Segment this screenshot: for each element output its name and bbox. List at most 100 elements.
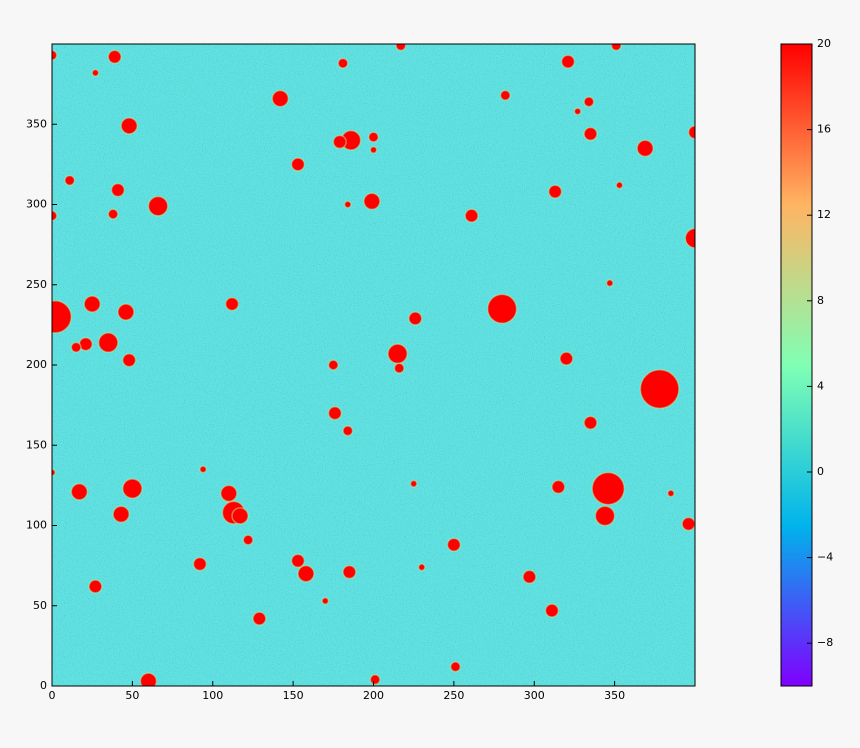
source	[220, 484, 238, 503]
colorbar-tick-label: −8	[817, 636, 833, 649]
source	[605, 279, 614, 288]
y-tick-label: 100	[26, 519, 47, 532]
source	[110, 182, 126, 198]
source	[112, 505, 130, 524]
source	[446, 537, 462, 552]
source	[583, 96, 595, 108]
image-area	[52, 44, 695, 686]
colorbar-tick-label: 8	[817, 294, 824, 307]
source	[297, 564, 315, 583]
x-tick-label: 0	[49, 689, 56, 702]
source	[395, 44, 407, 52]
colorbar-tick-label: 16	[817, 123, 831, 136]
source	[369, 674, 381, 686]
source	[70, 341, 82, 353]
source	[409, 479, 418, 488]
source	[342, 564, 357, 580]
source	[91, 68, 100, 77]
source	[615, 181, 624, 190]
x-tick-label: 250	[443, 689, 464, 702]
source	[387, 343, 409, 365]
source	[393, 362, 405, 374]
colorbar-tick-label: 0	[817, 465, 824, 478]
source	[687, 125, 695, 140]
source	[327, 405, 343, 421]
x-tick-label: 100	[202, 689, 223, 702]
source	[363, 192, 381, 211]
source	[486, 293, 518, 325]
source	[121, 478, 143, 499]
source	[449, 661, 462, 673]
source	[560, 54, 576, 69]
y-tick-label: 50	[33, 599, 47, 612]
sources	[52, 44, 695, 686]
source	[417, 563, 426, 572]
y-tick-label: 250	[26, 278, 47, 291]
source	[343, 200, 352, 209]
source	[70, 483, 89, 501]
source	[610, 44, 622, 52]
y-tick-label: 0	[40, 679, 47, 692]
source	[342, 425, 354, 437]
source	[594, 505, 616, 527]
colorbar-tick-label: 12	[817, 208, 831, 221]
source	[636, 139, 654, 158]
source	[408, 311, 423, 326]
source	[97, 332, 119, 353]
source	[681, 516, 695, 532]
source	[199, 465, 208, 474]
source	[666, 489, 675, 498]
source	[573, 107, 582, 116]
colorbar-tick-label: −4	[817, 551, 833, 564]
source	[464, 208, 479, 223]
colorbar	[780, 43, 813, 687]
y-tick-label: 350	[26, 117, 47, 130]
source	[369, 145, 378, 154]
source	[559, 351, 574, 366]
source	[583, 415, 598, 430]
source	[327, 359, 339, 371]
source	[121, 353, 137, 368]
source	[52, 300, 73, 334]
source	[252, 611, 267, 626]
x-tick-label: 300	[524, 689, 545, 702]
source	[52, 210, 58, 222]
source	[639, 369, 680, 410]
x-tick-label: 50	[125, 689, 139, 702]
source	[192, 556, 208, 572]
source	[551, 479, 566, 495]
source	[591, 471, 626, 506]
source	[332, 134, 347, 150]
source	[107, 49, 122, 65]
source	[499, 89, 511, 101]
source	[147, 195, 169, 217]
source	[290, 157, 306, 172]
source	[107, 208, 119, 220]
source	[224, 296, 240, 312]
x-tick-label: 150	[283, 689, 304, 702]
source	[52, 468, 56, 477]
source	[120, 117, 138, 135]
source	[547, 184, 563, 199]
source	[231, 507, 249, 525]
source	[271, 89, 290, 108]
source	[290, 553, 306, 568]
source	[52, 49, 58, 61]
source	[83, 295, 101, 313]
y-tick-label: 300	[26, 198, 47, 211]
source	[337, 57, 349, 69]
y-tick-label: 200	[26, 358, 47, 371]
source	[242, 534, 254, 546]
source	[522, 569, 537, 585]
x-tick-label: 200	[363, 689, 384, 702]
y-tick-label: 150	[26, 438, 47, 451]
source	[544, 603, 560, 618]
source	[321, 596, 330, 605]
source	[583, 126, 598, 142]
source	[117, 303, 135, 321]
colorbar-tick-label: 20	[817, 37, 831, 50]
source	[88, 579, 103, 594]
source	[139, 672, 158, 686]
source	[367, 131, 380, 143]
